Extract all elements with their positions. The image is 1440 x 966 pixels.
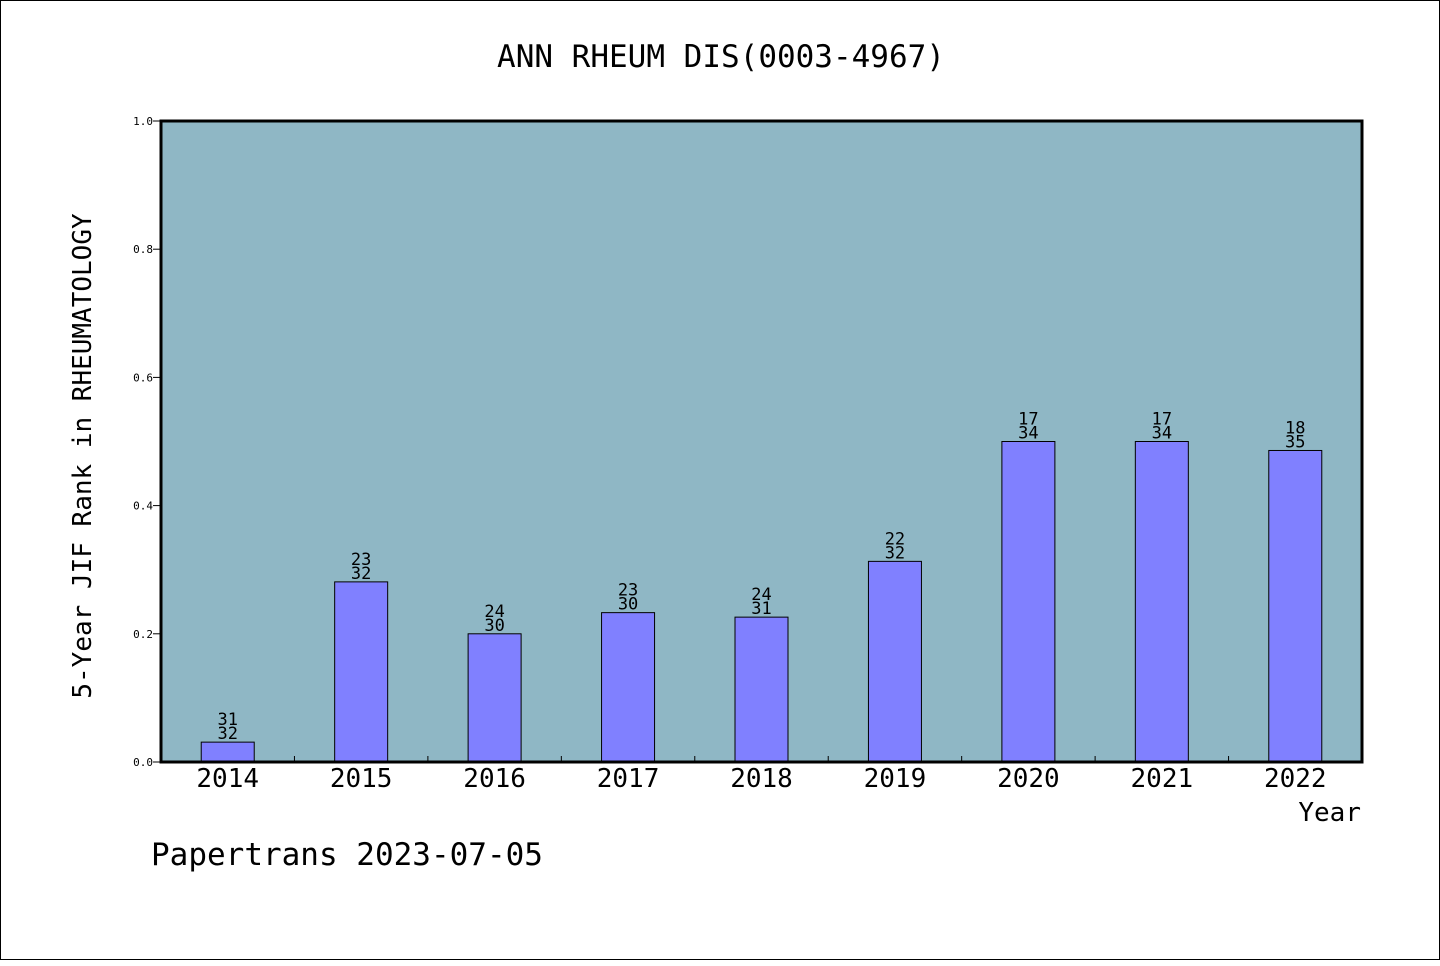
- y-tick-label: 1.0: [133, 115, 153, 128]
- bar: [200, 741, 255, 763]
- x-tick-label: 2019: [864, 764, 927, 794]
- x-axis-label: Year: [1298, 798, 1361, 828]
- bar: [467, 633, 522, 763]
- y-tick-label: 0.4: [133, 500, 153, 513]
- x-tick-label: 2017: [597, 764, 660, 794]
- x-tick-label: 2020: [997, 764, 1060, 794]
- plot-border: [159, 119, 1364, 764]
- bar-label-total: 34: [1152, 424, 1172, 444]
- bar-label-rank: 31: [217, 710, 237, 730]
- bar-label-rank: 24: [751, 585, 771, 605]
- y-axis: 0.0 0.2 0.4 0.6 0.8 1.0: [133, 115, 161, 769]
- bar-label-rank: 23: [618, 581, 638, 601]
- x-tick-label: 2022: [1264, 764, 1327, 794]
- watermark-text: Papertrans 2023-07-05: [151, 837, 543, 873]
- bar-label-rank: 17: [1152, 410, 1172, 430]
- bar: [1268, 449, 1323, 763]
- x-axis: 2014 2015 2016 2017 2018 2019 2020 2021 2022: [196, 756, 1327, 794]
- x-tick-label: 2018: [730, 764, 793, 794]
- y-tick-label: 0.6: [133, 371, 153, 384]
- bar-label-total: 31: [751, 599, 771, 619]
- x-tick-label: 2016: [463, 764, 526, 794]
- x-tick-label: 2014: [196, 764, 259, 794]
- bar-label-rank: 17: [1018, 410, 1038, 430]
- bar: [1134, 441, 1189, 763]
- bar-label-total: 32: [351, 564, 371, 584]
- bar-label-rank: 22: [885, 529, 905, 549]
- bar-label-total: 30: [484, 616, 504, 636]
- bar: [867, 560, 922, 763]
- bar-label-total: 32: [885, 543, 905, 563]
- y-tick-label: 0.8: [133, 243, 153, 256]
- bar-label-total: 35: [1285, 432, 1305, 452]
- y-axis-label: 5-Year JIF Rank in RHEUMATOLOGY: [68, 213, 98, 699]
- bar-label-rank: 24: [484, 602, 504, 622]
- bar: [734, 616, 789, 763]
- bar-label-total: 34: [1018, 424, 1038, 444]
- bar-label-total: 32: [217, 724, 237, 744]
- y-tick-label: 0.2: [133, 628, 153, 641]
- bar-label-total: 30: [618, 595, 638, 615]
- bar: [601, 612, 656, 763]
- bar: [334, 581, 389, 763]
- y-tick-label: 0.0: [133, 756, 153, 769]
- bar-label-rank: 18: [1285, 418, 1305, 438]
- bar: [1001, 441, 1056, 763]
- x-tick-label: 2015: [330, 764, 393, 794]
- x-tick-label: 2021: [1131, 764, 1194, 794]
- bar-label-rank: 23: [351, 550, 371, 570]
- chart-title: ANN RHEUM DIS(0003-4967): [497, 39, 945, 75]
